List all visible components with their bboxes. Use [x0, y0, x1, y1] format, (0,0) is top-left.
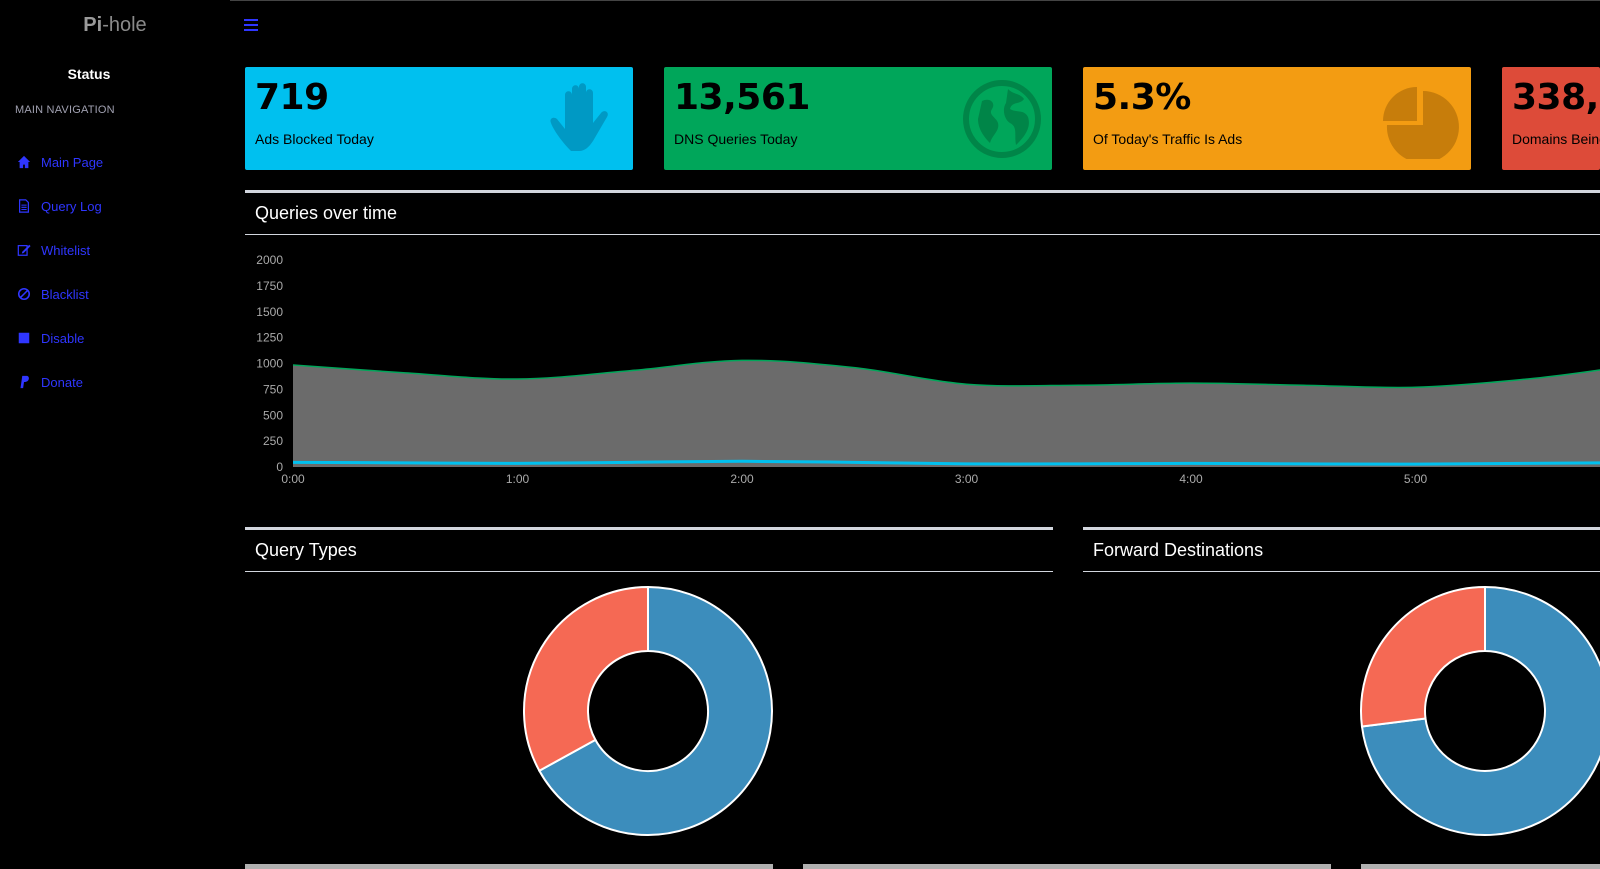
forward-destinations-chart: [1360, 585, 1600, 836]
sidebar-item-label: Whitelist: [41, 242, 91, 258]
dns-queries-box: 13,561 DNS Queries Today: [664, 67, 1052, 170]
panel-top-border: [245, 864, 773, 869]
x-tick-label: 1:00: [506, 472, 530, 486]
sidebar-item-label: Main Page: [41, 154, 104, 170]
stat-label: Domains Being: [1512, 131, 1600, 147]
nav-header: MAIN NAVIGATION: [15, 104, 115, 116]
ban-icon: [17, 287, 31, 301]
file-text-icon: [19, 199, 29, 213]
stat-value: 13,561: [674, 77, 810, 118]
y-tick-label: 1250: [256, 331, 283, 345]
top-border: [0, 0, 1600, 1]
ads-percentage-box: 5.3% Of Today's Traffic Is Ads: [1083, 67, 1471, 170]
y-tick-label: 0: [276, 460, 283, 474]
pie-slice[interactable]: [537, 585, 773, 836]
menu-icon: [244, 19, 258, 21]
sidebar-item-blacklist[interactable]: Blacklist: [0, 272, 230, 316]
panel-top-border: [803, 864, 1331, 869]
sidebar-item-donate[interactable]: Donate: [0, 360, 230, 404]
stat-label: Of Today's Traffic Is Ads: [1093, 131, 1243, 147]
pie-slice[interactable]: [523, 585, 649, 773]
panel-title: Queries over time: [245, 193, 1600, 235]
sidebar-item-whitelist[interactable]: Whitelist: [0, 228, 230, 272]
sidebar: Pi-hole Status MAIN NAVIGATION Main Page…: [0, 0, 230, 869]
sidebar-item-disable[interactable]: Disable: [0, 316, 230, 360]
pie-slice[interactable]: [1360, 585, 1600, 836]
sidebar-item-query-log[interactable]: Query Log: [0, 184, 230, 228]
series-line: [292, 359, 1600, 389]
x-tick-label: 4:00: [1179, 472, 1203, 486]
sidebar-item-label: Donate: [41, 374, 83, 390]
series-area: [293, 360, 1600, 467]
x-tick-label: 3:00: [955, 472, 979, 486]
domains-blocked-box: 338,3 Domains Being: [1502, 67, 1600, 170]
stat-value: 719: [255, 77, 329, 118]
app-logo[interactable]: Pi-hole: [83, 14, 147, 36]
y-tick-label: 2000: [256, 253, 283, 267]
x-tick-label: 5:00: [1404, 472, 1428, 486]
x-tick-label: 0:00: [281, 472, 305, 486]
y-tick-label: 1750: [256, 279, 283, 293]
main-navigation: Main Page Query Log Whitelist Blacklist …: [0, 140, 230, 404]
globe-icon: [963, 80, 1041, 158]
queries-over-time-chart: 0 250 500 750 1000 1250 1500 1750 2000 0:00 1:00 2:…: [256, 253, 1600, 486]
edit-icon: [17, 244, 31, 256]
y-tick-label: 500: [263, 408, 283, 422]
status-label: Status: [67, 66, 111, 82]
ads-blocked-box: 719 Ads Blocked Today: [245, 67, 633, 170]
y-tick-label: 750: [263, 382, 283, 396]
stat-label: DNS Queries Today: [674, 131, 798, 147]
x-tick-label: 2:00: [730, 472, 754, 486]
sidebar-item-label: Query Log: [41, 198, 102, 214]
sidebar-item-label: Blacklist: [41, 286, 89, 302]
panel-title: Query Types: [245, 530, 1053, 572]
hand-icon: [550, 83, 608, 151]
y-tick-label: 1500: [256, 305, 283, 319]
y-tick-label: 250: [263, 434, 283, 448]
stop-icon: [18, 332, 30, 344]
panel-top-border: [1361, 864, 1600, 869]
home-icon: [17, 155, 31, 169]
stat-label: Ads Blocked Today: [255, 131, 374, 147]
forward-destinations-panel: Forward Destinations: [1083, 527, 1600, 847]
stat-value: 338,3: [1512, 77, 1600, 118]
paypal-icon: [20, 375, 29, 389]
sidebar-toggle-button[interactable]: [244, 19, 258, 33]
sidebar-item-main-page[interactable]: Main Page: [0, 140, 230, 184]
sidebar-item-label: Disable: [41, 330, 85, 346]
pie-chart-icon: [1383, 87, 1459, 159]
y-tick-label: 1000: [256, 357, 283, 371]
stat-value: 5.3%: [1093, 77, 1191, 118]
query-types-chart: [523, 585, 773, 836]
series-line: [292, 459, 1600, 466]
panel-title: Forward Destinations: [1083, 530, 1600, 572]
query-types-panel: Query Types: [245, 527, 1053, 847]
pie-slice[interactable]: [1360, 585, 1486, 728]
queries-over-time-panel: Queries over time 0 250 500 750 1000 1250 1500…: [245, 190, 1600, 508]
